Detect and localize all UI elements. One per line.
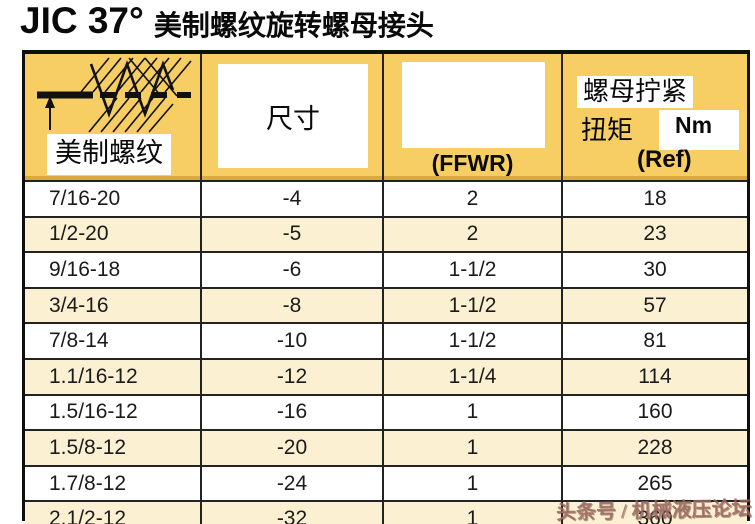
cell-ffwr: 1-1/2 [384,288,563,323]
cell-size: -20 [202,431,384,465]
cell-thread: 3/4-16 [25,288,202,323]
table-header-row: 美制螺纹 尺寸 (FFWR) 螺母拧紧 扭矩 Nm (Ref) [25,54,747,182]
table-row: 7/8-14 -10 1-1/2 81 [25,324,747,360]
table-row: 1.7/8-12 -24 1 265 [25,466,747,503]
cell-torque: 114 [638,364,672,388]
cell-size: -24 [202,466,384,501]
header-cell-size: 尺寸 [202,54,384,180]
cell-size: -32 [202,502,384,524]
cell-torque: 81 [643,329,667,353]
cell-size: -6 [202,253,384,287]
cell-ffwr: 1 [384,466,563,501]
cell-size: -16 [202,395,384,430]
cell-torque: 228 [637,435,673,459]
header-label-us-thread: 美制螺纹 [47,134,171,175]
cell-thread: 1/2-20 [25,217,202,252]
cell-ffwr: 2 [384,217,563,252]
cell-size: -8 [202,288,384,323]
cell-thread: 7/8-14 [25,324,202,358]
header-cell-torque: 螺母拧紧 扭矩 Nm (Ref) [563,54,747,180]
cell-size: -5 [202,217,384,252]
cell-size: -12 [202,359,384,394]
cell-thread: 2.1/2-12 [25,502,202,524]
cell-thread: 1.1/16-12 [25,359,202,394]
cell-size: -10 [202,324,384,358]
cell-thread: 1.5/16-12 [25,395,202,430]
cell-torque: 23 [643,222,667,246]
header-nm-box [659,110,739,150]
header-label-nm-unit: Nm [675,112,713,138]
cell-ffwr: 1 [384,431,563,465]
table-row: 3/4-16 -8 1-1/2 57 [25,288,747,325]
table-row: 1.5/16-12 -16 1 160 [25,395,747,432]
cell-size: -4 [202,182,384,216]
cell-torque: 57 [643,293,667,317]
header-label-size: 尺寸 [218,64,368,168]
header-label-ffwr: (FFWR) [431,150,514,176]
header-label-nut-tighten: 螺母拧紧 [577,76,694,108]
cell-thread: 1.5/8-12 [25,431,202,465]
header-cell-ffwr: (FFWR) [384,54,563,180]
cell-torque: 18 [643,186,667,210]
cell-ffwr: 1-1/4 [384,359,563,394]
table-row: 1.5/8-12 -20 1 228 [25,431,747,467]
cell-torque: 30 [643,257,667,281]
header-label-torque: 扭矩 [581,116,634,145]
cell-torque: 160 [637,400,673,424]
cell-torque: 265 [637,471,673,495]
cell-ffwr: 1 [384,395,563,430]
header-blank-box [402,62,545,148]
table-row: 9/16-18 -6 1-1/2 30 [25,253,747,289]
table-row: 2.1/2-12 -32 1 360 [25,502,747,524]
table-row: 1/2-20 -5 2 23 [25,217,747,254]
table-row: 1.1/16-12 -12 1-1/4 114 [25,359,747,396]
title-model: JIC 37° [20,0,144,41]
cell-thread: 1.7/8-12 [25,466,202,501]
torque-table: 美制螺纹 尺寸 (FFWR) 螺母拧紧 扭矩 Nm (Ref) 7/16-20 … [22,50,750,524]
cell-thread: 9/16-18 [25,253,202,287]
header-cell-thread: 美制螺纹 [25,54,202,180]
cell-torque: 360 [637,507,673,524]
cell-ffwr: 1-1/2 [384,253,563,287]
title-subtitle: 美制螺纹旋转螺母接头 [153,11,434,42]
watermark: 头条号 / 机械液压论坛 [556,497,753,524]
cell-ffwr: 1-1/2 [384,324,563,358]
cell-ffwr: 2 [384,182,563,216]
table-row: 7/16-20 -4 2 18 [25,182,747,218]
cell-ffwr: 1 [384,502,563,524]
header-label-ref: (Ref) [637,146,692,173]
page-title: JIC 37° 美制螺纹旋转螺母接头 [20,0,434,42]
cell-thread: 7/16-20 [25,182,202,216]
thread-profile-icon [37,57,192,133]
